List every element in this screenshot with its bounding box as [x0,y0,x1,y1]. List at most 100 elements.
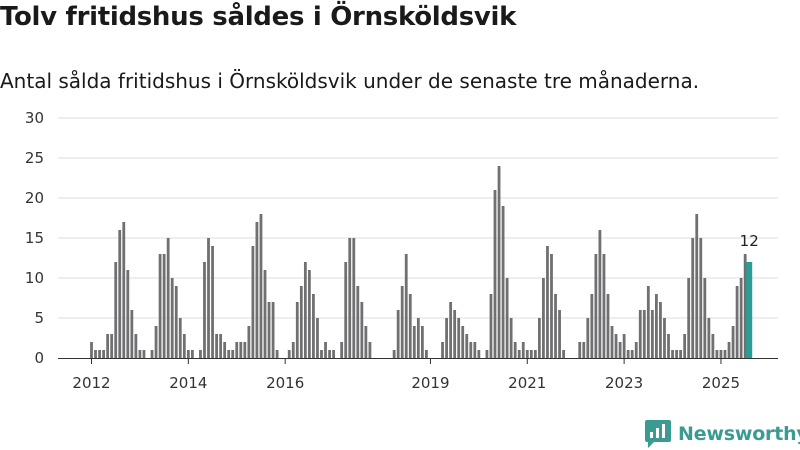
newsworthy-logo[interactable]: Newsworthy [645,418,800,450]
bar [622,334,626,358]
bar [461,326,465,358]
bar [646,286,650,358]
bar [416,318,420,358]
bar [505,278,509,358]
bar [400,286,404,358]
latest-value-label: 12 [740,232,759,250]
brand-name: Newsworthy [678,423,800,445]
bar [546,246,549,358]
bar [537,318,541,358]
bar [295,302,299,358]
bar [638,310,642,358]
bar [368,342,372,358]
bar [667,334,670,358]
bar [610,326,614,358]
y-tick-label: 30 [25,109,44,127]
bar [263,270,267,358]
bar-latest [746,262,753,358]
bar [219,334,223,358]
bar [94,350,97,358]
bar [102,350,105,358]
bar [223,342,227,358]
bar [743,254,747,358]
bar [735,286,739,358]
bar [227,350,231,358]
chart-title: Tolv fritidshus såldes i Örnsköldsvik [0,2,517,32]
x-tick-label: 2023 [605,374,643,392]
bar [324,342,327,358]
bar [578,342,582,358]
bar [501,206,505,358]
bar [303,262,307,358]
bar [251,246,255,358]
bar [312,294,315,358]
bar [211,246,214,358]
bar [239,342,243,358]
bar [727,342,731,358]
bar [582,342,586,358]
bar [457,318,461,358]
bar [235,342,239,358]
bar [130,310,134,358]
bar [465,334,469,358]
bar [408,294,412,358]
bar [106,334,110,358]
bar [360,302,364,358]
bar [150,350,154,358]
y-tick-label: 5 [34,309,44,327]
bar [473,342,477,358]
bar [542,278,545,358]
bar [328,350,331,358]
bar [344,262,348,358]
bar [207,238,210,358]
bar [441,342,444,358]
bar [650,310,654,358]
bar [529,350,533,358]
bar [114,262,118,358]
bar [356,286,360,358]
bar [134,334,138,358]
bar [554,294,557,358]
bar [703,278,707,358]
bar [675,350,678,358]
bar [287,350,291,358]
bar [493,190,497,358]
bar [420,326,424,358]
bar [412,326,416,358]
bar [122,222,126,358]
bar [199,350,202,358]
bar [590,294,594,358]
bar [509,318,513,358]
bar [392,350,396,358]
bar [203,262,206,358]
bar [497,166,501,358]
bar [182,334,186,358]
bar [477,350,481,358]
bar [166,238,170,358]
bar [691,238,695,358]
bar [243,342,247,358]
bar [521,342,525,358]
bar [267,302,271,358]
bar [255,222,259,358]
bar [118,230,122,358]
y-tick-label: 25 [25,149,44,167]
bar [525,350,529,358]
bar [162,254,166,358]
bars [90,166,753,358]
bar [445,318,448,358]
chart-subtitle: Antal sålda fritidshus i Örnsköldsvik un… [0,69,700,93]
bar [170,278,174,358]
y-tick-label: 15 [25,229,44,247]
bar [154,326,158,358]
bar [671,350,674,358]
newsworthy-logo-icon [645,420,671,448]
bar [352,238,356,358]
bar [215,334,218,358]
bar [719,350,723,358]
y-axis-labels: 0 5 10 15 20 25 30 [25,109,44,367]
bar [396,310,400,358]
bar [404,254,408,358]
x-tick-label: 2016 [266,374,304,392]
